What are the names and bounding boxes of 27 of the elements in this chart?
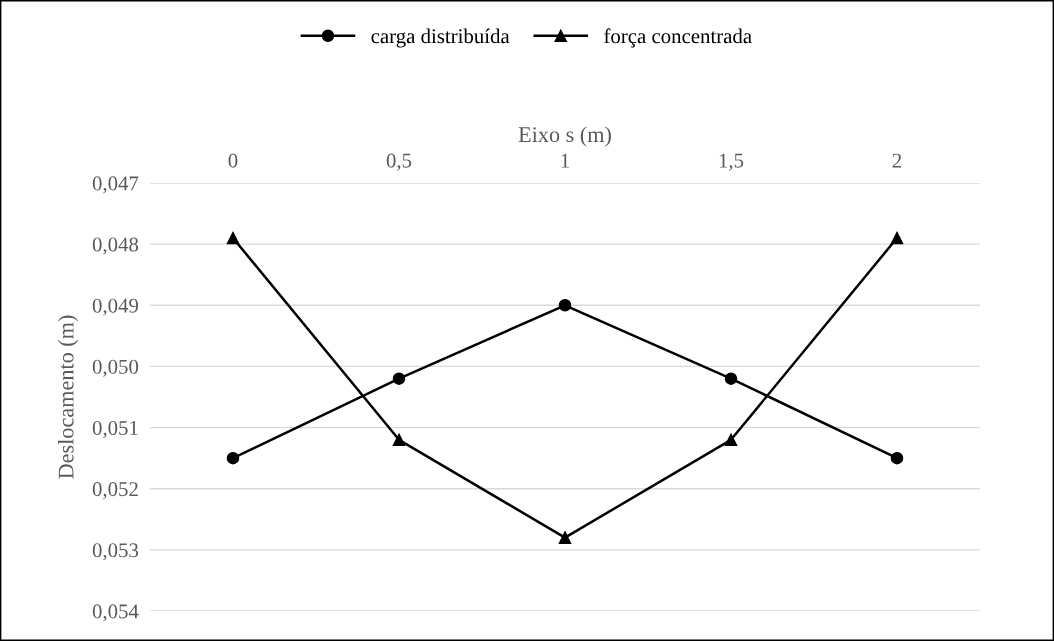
point: [226, 451, 240, 465]
x-tick-label: 1: [561, 153, 569, 168]
y-tick-label: 0,051: [92, 420, 138, 438]
x-tick-label: 1,5: [719, 153, 744, 171]
y-tick-label: 0,053: [92, 543, 139, 561]
legend-label: carga distribuída: [371, 28, 510, 48]
y-tick-label: 0,047: [92, 176, 139, 194]
x-tick-label: 0: [228, 153, 238, 168]
point: [724, 433, 738, 447]
y-axis-title: Deslocamento (m): [57, 315, 79, 479]
y-tick-label: 0,049: [92, 298, 139, 316]
y-tick-label: 0,050: [92, 359, 139, 377]
point: [890, 451, 904, 465]
point: [558, 531, 572, 544]
point: [226, 231, 240, 245]
x-tick-label: 0,5: [386, 153, 412, 171]
point: [392, 372, 406, 385]
point: [724, 372, 738, 385]
legend-label: força concentrada: [604, 28, 752, 48]
y-tick-label: 0,052: [92, 482, 138, 500]
point: [392, 433, 406, 447]
point: [558, 299, 572, 312]
y-tick-label: 0,054: [92, 604, 139, 622]
point: [890, 231, 904, 245]
x-tick-label: 2: [892, 153, 902, 168]
y-tick-label: 0,048: [92, 237, 139, 255]
x-axis-title: Eixo s (m): [518, 126, 611, 147]
